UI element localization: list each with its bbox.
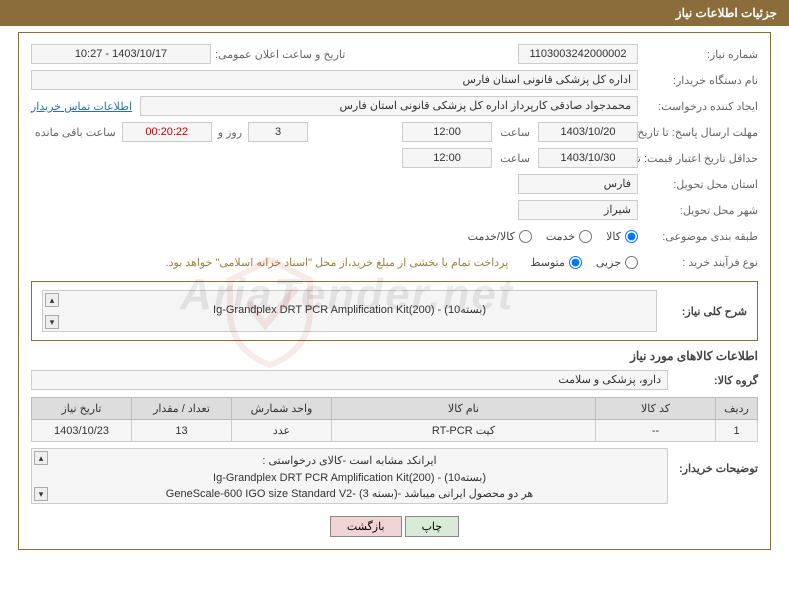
announce-label: تاریخ و ساعت اعلان عمومی: xyxy=(211,48,345,61)
province-label: استان محل تحویل: xyxy=(638,178,758,191)
requester-label: ایجاد کننده درخواست: xyxy=(638,100,758,113)
process-label: نوع فرآیند خرید : xyxy=(638,256,758,269)
deadline-time: 12:00 xyxy=(402,122,492,142)
buyer-notes-label: توضیحات خریدار: xyxy=(668,448,758,475)
group-label: گروه کالا: xyxy=(668,374,758,387)
col-code: کد کالا xyxy=(596,398,716,420)
notes-line3: GeneScale-600 IGO size Standard V2- (3 ب… xyxy=(38,486,661,503)
group-value: دارو، پزشکی و سلامت xyxy=(31,370,668,390)
process-minor-radio[interactable] xyxy=(625,256,638,269)
category-radio-group: کالا خدمت کالا/خدمت xyxy=(468,230,638,243)
desc-value: Ig-Grandplex DRT PCR Amplification Kit(2… xyxy=(49,295,650,316)
scroll-up-icon[interactable]: ▴ xyxy=(45,293,59,307)
goods-table: ردیف کد کالا نام کالا واحد شمارش تعداد /… xyxy=(31,397,758,442)
deadline-remain-label: ساعت باقی مانده xyxy=(31,126,122,139)
validity-time-label: ساعت xyxy=(492,152,538,165)
category-goods-radio[interactable] xyxy=(625,230,638,243)
notes-line2: Ig-Grandplex DRT PCR Amplification Kit(2… xyxy=(38,470,661,487)
cell-qty: 13 xyxy=(132,420,232,442)
buyer-org-label: نام دستگاه خریدار: xyxy=(638,74,758,87)
table-header-row: ردیف کد کالا نام کالا واحد شمارش تعداد /… xyxy=(32,398,758,420)
cell-row: 1 xyxy=(716,420,758,442)
buyer-org-value: اداره کل پزشکی قانونی استان فارس xyxy=(31,70,638,90)
cell-date: 1403/10/23 xyxy=(32,420,132,442)
announce-value: 1403/10/17 - 10:27 xyxy=(31,44,211,64)
col-name: نام کالا xyxy=(332,398,596,420)
category-label: طبقه بندی موضوعی: xyxy=(638,230,758,243)
deadline-remaining: 00:20:22 xyxy=(122,122,212,142)
table-row: 1 -- کیت RT-PCR عدد 13 1403/10/23 xyxy=(32,420,758,442)
deadline-label: مهلت ارسال پاسخ: تا تاریخ: xyxy=(638,126,758,139)
cell-name: کیت RT-PCR xyxy=(332,420,596,442)
process-note: پرداخت تمام یا بخشی از مبلغ خرید،از محل … xyxy=(166,256,531,269)
deadline-days: 3 xyxy=(248,122,308,142)
desc-frame: شرح کلی نیاز: Ig-Grandplex DRT PCR Ampli… xyxy=(31,281,758,341)
col-unit: واحد شمارش xyxy=(232,398,332,420)
deadline-time-label: ساعت xyxy=(492,126,538,139)
category-service[interactable]: خدمت xyxy=(546,230,592,243)
goods-section-title: اطلاعات کالاهای مورد نیاز xyxy=(31,349,758,363)
city-label: شهر محل تحویل: xyxy=(638,204,758,217)
col-qty: تعداد / مقدار xyxy=(132,398,232,420)
cell-code: -- xyxy=(596,420,716,442)
validity-time: 12:00 xyxy=(402,148,492,168)
requester-value: محمدجواد صادقی کارپرداز اداره کل پزشکی ق… xyxy=(140,96,638,116)
process-medium[interactable]: متوسط xyxy=(530,256,582,269)
city-value: شیراز xyxy=(518,200,638,220)
cell-unit: عدد xyxy=(232,420,332,442)
back-button[interactable]: بازگشت xyxy=(330,516,402,537)
need-number-value: 1103003242000002 xyxy=(518,44,638,64)
deadline-days-and: روز و xyxy=(212,126,248,139)
process-minor[interactable]: جزیی xyxy=(596,256,638,269)
category-service-radio[interactable] xyxy=(579,230,592,243)
page-title: جزئیات اطلاعات نیاز xyxy=(676,6,777,20)
validity-date: 1403/10/30 xyxy=(538,148,638,168)
category-both-radio[interactable] xyxy=(519,230,532,243)
process-radio-group: جزیی متوسط xyxy=(530,256,638,269)
need-number-label: شماره نیاز: xyxy=(638,48,758,61)
col-row: ردیف xyxy=(716,398,758,420)
scroll-down-icon[interactable]: ▾ xyxy=(45,315,59,329)
validity-label: حداقل تاریخ اعتبار قیمت: تا تاریخ: xyxy=(638,152,758,165)
deadline-date: 1403/10/20 xyxy=(538,122,638,142)
category-goods[interactable]: کالا xyxy=(606,230,638,243)
notes-scroll-down-icon[interactable]: ▾ xyxy=(34,487,48,501)
buyer-notes-textarea[interactable]: ایرانکد مشابه است -کالای درخواستی : Ig-G… xyxy=(31,448,668,504)
page-header: جزئیات اطلاعات نیاز xyxy=(0,0,789,26)
province-value: فارس xyxy=(518,174,638,194)
notes-scroll-up-icon[interactable]: ▴ xyxy=(34,451,48,465)
process-medium-radio[interactable] xyxy=(569,256,582,269)
print-button[interactable]: چاپ xyxy=(405,516,460,537)
notes-line1: ایرانکد مشابه است -کالای درخواستی : xyxy=(38,453,661,470)
button-bar: چاپ بازگشت xyxy=(31,508,758,541)
col-date: تاریخ نیاز xyxy=(32,398,132,420)
category-both[interactable]: کالا/خدمت xyxy=(468,230,532,243)
main-frame: شماره نیاز: 1103003242000002 تاریخ و ساع… xyxy=(18,32,771,550)
desc-textarea[interactable]: Ig-Grandplex DRT PCR Amplification Kit(2… xyxy=(42,290,657,332)
desc-label: شرح کلی نیاز: xyxy=(657,305,747,318)
buyer-contact-link[interactable]: اطلاعات تماس خریدار xyxy=(31,100,140,113)
